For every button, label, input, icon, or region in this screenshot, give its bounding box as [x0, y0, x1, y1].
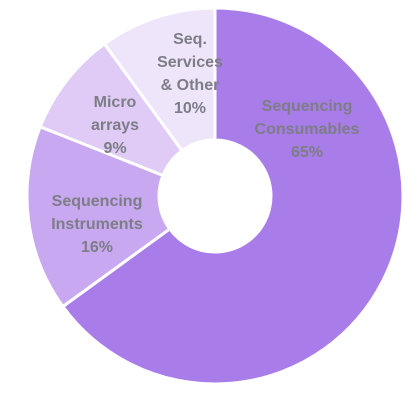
- slice-label: Micro arrays: [91, 94, 139, 134]
- value-label: 16%: [81, 239, 113, 256]
- slice-label: Seq. Services & Other: [157, 31, 223, 94]
- label-line: Services: [157, 54, 223, 71]
- label-line: arrays: [91, 117, 139, 134]
- donut-slice: [60, 6, 405, 386]
- label-line: Consumables: [255, 121, 360, 138]
- donut-slice: [25, 124, 172, 309]
- label-line: Sequencing: [262, 98, 353, 115]
- label-line: Micro: [94, 94, 137, 111]
- slice-label: Sequencing Consumables: [255, 98, 360, 138]
- label-line: & Other: [161, 77, 220, 94]
- value-label: 9%: [103, 140, 126, 157]
- value-label: 10%: [174, 100, 206, 117]
- label-line: Seq.: [173, 31, 207, 48]
- label-line: Instruments: [51, 216, 143, 233]
- donut-slice: [102, 6, 217, 153]
- label-line: Sequencing: [52, 193, 143, 210]
- slice-label: Sequencing Instruments: [51, 193, 143, 233]
- value-label: 65%: [291, 144, 323, 161]
